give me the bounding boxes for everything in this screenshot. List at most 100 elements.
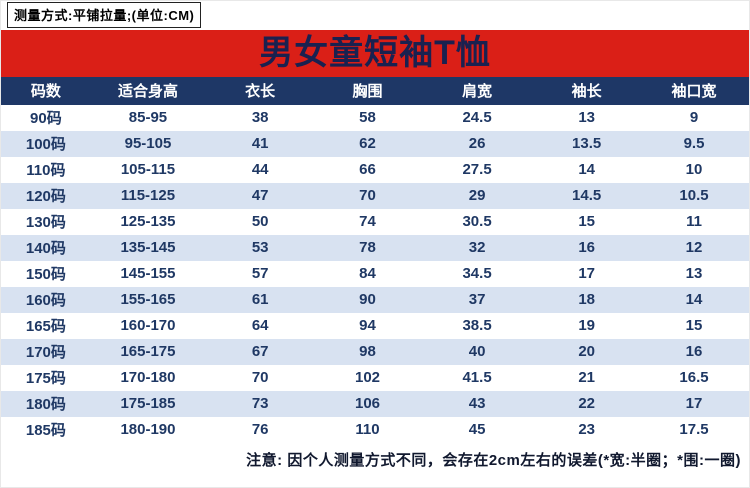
measurement-cell: 180-190: [120, 421, 176, 439]
measurement-cell: 43: [468, 395, 486, 413]
size-cell: 100码: [25, 136, 66, 154]
measurement-cell: 38.5: [462, 317, 492, 335]
measurement-cell: 110: [355, 421, 380, 439]
measurement-cell: 61: [251, 291, 269, 309]
measurement-cell: 29: [468, 187, 486, 205]
measurement-cell: 90: [359, 291, 376, 309]
measurement-cell: 76: [251, 421, 269, 439]
measurement-cell: 24.5: [462, 109, 492, 127]
table-row: 120码 115-125 47 70 29 14.5 10.5: [1, 182, 749, 209]
measurement-cell: 12: [685, 239, 703, 257]
measurement-cell: 16: [578, 239, 595, 257]
size-cell: 180码: [25, 396, 66, 414]
header-row: 码数 适合身高 衣长 胸围 肩宽 袖长 袖口宽: [1, 76, 749, 105]
measurement-cell: 47: [251, 187, 269, 205]
measurement-cell: 78: [359, 239, 376, 257]
size-cell: 150码: [25, 266, 66, 284]
table-row: 165码 160-170 64 94 38.5 19 15: [1, 312, 749, 339]
size-cell: 140码: [25, 240, 66, 258]
measurement-cell: 34.5: [462, 265, 492, 283]
measurement-cell: 38: [251, 109, 269, 127]
measurement-cell: 17.5: [679, 421, 709, 439]
measurement-cell: 14: [578, 161, 595, 179]
measurement-cell: 14.5: [572, 187, 602, 205]
measurement-cell: 41.5: [462, 369, 492, 387]
size-cell: 185码: [25, 422, 66, 440]
measurement-cell: 15: [578, 213, 595, 231]
size-table-container: 码数 适合身高 衣长 胸围 肩宽 袖长 袖口宽 90码 85-95 38 58 24.5 13 9 100…: [1, 76, 749, 443]
measurement-cell: 15: [685, 317, 703, 335]
column-header: 码数: [1, 76, 91, 105]
table-row: 110码 105-115 44 66 27.5 14 10: [1, 156, 749, 183]
measurement-cell: 23: [578, 421, 595, 439]
measurement-cell: 170-180: [120, 369, 176, 387]
table-row: 140码 135-145 53 78 32 16 12: [1, 234, 749, 261]
table-row: 185码 180-190 76 110 45 23 17.5: [1, 416, 749, 443]
measurement-cell: 26: [468, 135, 486, 153]
bottom-spacer: [1, 475, 749, 487]
footer-note: 注意: 因个人测量方式不同，会存在2cm左右的误差(*宽:半圈；*围:一圈): [1, 442, 749, 476]
measurement-cell: 32: [468, 239, 486, 257]
measurement-cell: 70: [359, 187, 376, 205]
measurement-cell: 11: [686, 213, 702, 231]
measurement-cell: 53: [251, 239, 269, 257]
title-banner: 男女童短袖T恤: [1, 29, 749, 77]
column-header: 袖长: [534, 76, 640, 105]
measurement-cell: 40: [468, 343, 486, 361]
measurement-cell: 10.5: [679, 187, 709, 205]
measurement-cell: 45: [468, 421, 486, 439]
measurement-cell: 9: [689, 109, 699, 127]
measurement-cell: 73: [251, 395, 269, 413]
measurement-cell: 30.5: [462, 213, 492, 231]
measurement-cell: 13: [578, 109, 595, 127]
measurement-cell: 20: [578, 343, 595, 361]
measurement-cell: 94: [359, 317, 376, 335]
table-row: 160码 155-165 61 90 37 18 14: [1, 286, 749, 313]
measurement-cell: 95-105: [124, 135, 172, 153]
table-row: 100码 95-105 41 62 26 13.5 9.5: [1, 130, 749, 157]
measurement-cell: 155-165: [120, 291, 176, 309]
measurement-cell: 50: [251, 213, 269, 231]
column-header: 衣长: [205, 76, 316, 105]
table-row: 130码 125-135 50 74 30.5 15 11: [1, 208, 749, 235]
measurement-cell: 84: [359, 265, 376, 283]
column-header: 肩宽: [419, 76, 535, 105]
measurement-cell: 41: [251, 135, 269, 153]
measure-note-bar: 测量方式:平铺拉量;(单位:CM): [1, 1, 749, 30]
measurement-cell: 13.5: [572, 135, 602, 153]
table-row: 90码 85-95 38 58 24.5 13 9: [1, 104, 749, 131]
measurement-cell: 27.5: [462, 161, 492, 179]
measurement-cell: 44: [251, 161, 269, 179]
table-row: 150码 145-155 57 84 34.5 17 13: [1, 260, 749, 287]
measurement-cell: 19: [578, 317, 595, 335]
table-row: 170码 165-175 67 98 40 20 16: [1, 338, 749, 365]
measurement-cell: 13: [685, 265, 703, 283]
measurement-cell: 175-185: [120, 395, 176, 413]
measurement-cell: 85-95: [128, 109, 168, 127]
measurement-cell: 66: [359, 161, 376, 179]
measurement-cell: 165-175: [120, 343, 176, 361]
measurement-cell: 70: [251, 369, 269, 387]
measurement-cell: 98: [359, 343, 376, 361]
measurement-cell: 58: [359, 109, 376, 127]
measurement-cell: 9.5: [683, 135, 705, 153]
measurement-cell: 22: [578, 395, 595, 413]
size-cell: 170码: [25, 344, 66, 362]
size-cell: 175码: [25, 370, 66, 388]
page-title: 男女童短袖T恤: [259, 34, 491, 73]
measurement-cell: 106: [354, 395, 381, 413]
measurement-cell: 37: [468, 291, 486, 309]
measurement-cell: 21: [578, 369, 595, 387]
measurement-cell: 125-135: [120, 213, 176, 231]
measurement-cell: 10: [685, 161, 703, 179]
measurement-cell: 135-145: [120, 239, 176, 257]
size-table-header: 码数 适合身高 衣长 胸围 肩宽 袖长 袖口宽: [1, 76, 749, 105]
measurement-cell: 145-155: [120, 265, 176, 283]
measurement-cell: 17: [578, 265, 595, 283]
measurement-cell: 160-170: [120, 317, 176, 335]
measurement-cell: 62: [359, 135, 376, 153]
column-header: 胸围: [315, 76, 420, 105]
size-cell: 110码: [26, 162, 66, 180]
column-header: 适合身高: [90, 76, 206, 105]
size-cell: 90码: [30, 110, 62, 128]
